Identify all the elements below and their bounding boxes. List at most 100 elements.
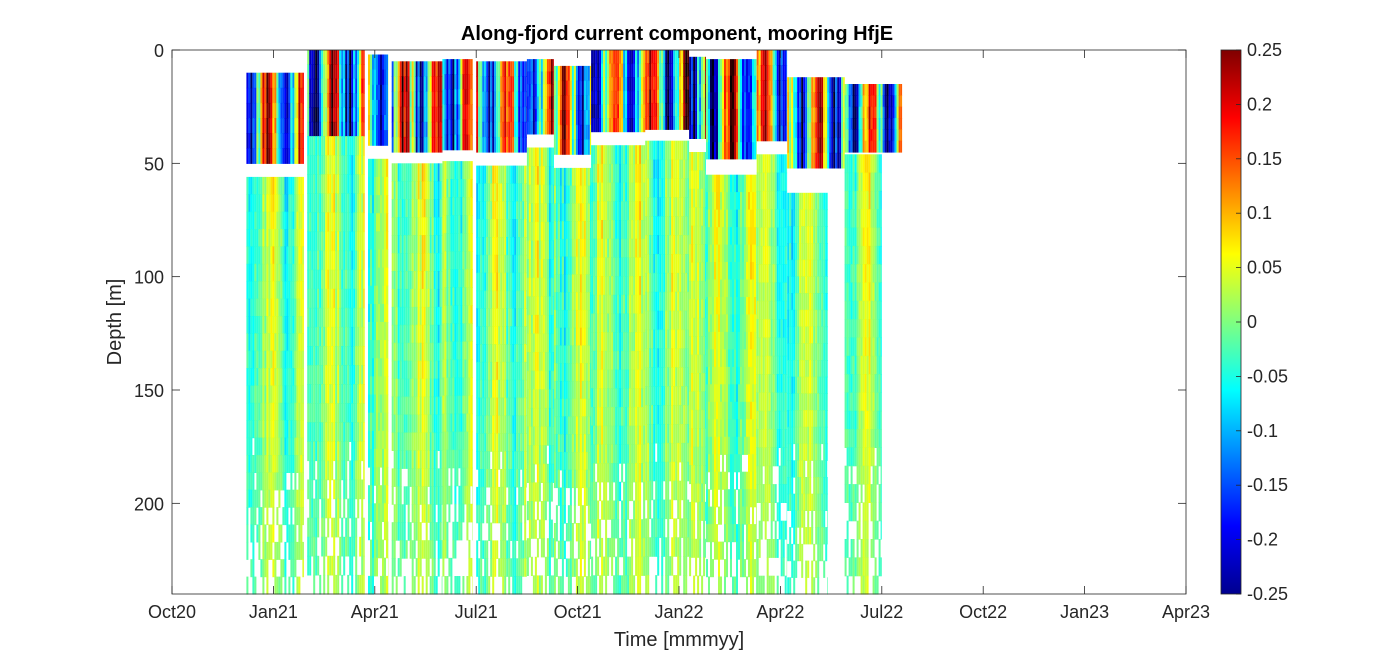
- data-cell: [504, 308, 507, 327]
- data-cell: [272, 455, 275, 473]
- data-cell: [470, 341, 473, 361]
- data-cell: [494, 326, 497, 345]
- data-cell: [351, 498, 354, 519]
- data-cell: [307, 365, 310, 385]
- data-cell: [526, 445, 529, 465]
- data-cell: [345, 78, 348, 94]
- data-cell: [544, 84, 547, 98]
- data-cell: [294, 316, 297, 334]
- data-cell: [286, 211, 289, 230]
- data-cell: [496, 201, 499, 220]
- data-cell: [258, 489, 261, 508]
- data-cell: [382, 539, 384, 559]
- data-cell: [478, 183, 481, 202]
- data-cell: [433, 378, 436, 398]
- data-cell: [581, 345, 584, 364]
- data-cell: [550, 370, 553, 390]
- data-cell: [262, 118, 265, 134]
- data-cell: [639, 63, 642, 78]
- data-cell: [442, 74, 445, 90]
- data-cell: [571, 65, 574, 82]
- data-cell: [309, 326, 312, 347]
- data-cell: [587, 221, 590, 240]
- data-cell: [290, 118, 293, 134]
- data-cell: [376, 195, 378, 214]
- data-cell: [561, 345, 564, 364]
- data-cell: [643, 118, 646, 133]
- data-cell: [500, 558, 503, 577]
- data-cell: [252, 507, 255, 526]
- data-cell: [415, 181, 418, 200]
- data-cell: [331, 422, 334, 442]
- data-cell: [370, 303, 372, 323]
- data-cell: [492, 272, 495, 292]
- data-cell: [357, 193, 360, 214]
- data-cell: [569, 221, 572, 240]
- data-cell: [548, 352, 551, 372]
- data-cell: [516, 415, 519, 434]
- data-cell: [591, 500, 594, 520]
- data-cell: [524, 237, 527, 256]
- data-cell: [415, 76, 418, 93]
- data-cell: [486, 469, 489, 488]
- data-cell: [300, 368, 303, 387]
- data-cell: [372, 376, 374, 396]
- data-cell: [417, 342, 420, 362]
- data-cell: [246, 281, 249, 300]
- data-cell: [359, 107, 362, 123]
- data-cell: [393, 414, 396, 434]
- data-cell: [423, 163, 426, 182]
- data-cell: [583, 221, 586, 240]
- data-cell: [452, 413, 455, 433]
- data-cell: [248, 263, 251, 282]
- data-cell: [270, 148, 273, 164]
- data-cell: [391, 163, 394, 182]
- data-cell: [313, 441, 316, 462]
- data-cell: [581, 452, 584, 471]
- data-cell: [363, 155, 365, 175]
- data-cell: [329, 307, 332, 328]
- data-cell: [313, 574, 316, 595]
- data-cell: [464, 377, 467, 397]
- data-cell: [508, 344, 511, 363]
- data-cell: [284, 489, 287, 508]
- data-cell: [607, 90, 610, 105]
- data-cell: [349, 64, 352, 80]
- data-cell: [405, 106, 408, 123]
- data-cell: [268, 72, 271, 89]
- data-cell: [286, 87, 289, 104]
- data-cell: [384, 485, 386, 504]
- data-cell: [441, 91, 443, 108]
- data-cell: [565, 221, 568, 240]
- data-cell: [452, 323, 455, 342]
- data-cell: [573, 124, 576, 141]
- data-cell: [508, 165, 511, 184]
- data-cell: [462, 431, 465, 451]
- data-cell: [347, 193, 350, 214]
- data-cell: [512, 201, 515, 220]
- data-cell: [331, 212, 334, 233]
- data-cell: [581, 416, 584, 435]
- data-cell: [361, 288, 364, 309]
- data-cell: [518, 504, 521, 524]
- data-cell: [395, 396, 398, 416]
- data-cell: [409, 181, 412, 200]
- data-cell: [423, 253, 426, 272]
- data-cell: [376, 322, 378, 341]
- data-cell: [313, 121, 316, 137]
- data-cell: [439, 76, 442, 93]
- data-cell: [380, 158, 382, 178]
- data-cell: [323, 136, 326, 156]
- data-cell: [538, 352, 541, 372]
- data-cell: [380, 130, 382, 146]
- data-cell: [393, 136, 396, 153]
- data-cell: [256, 420, 259, 439]
- data-cell: [399, 558, 402, 577]
- data-cell: [437, 91, 440, 108]
- data-cell: [274, 102, 277, 119]
- data-cell: [372, 557, 374, 577]
- data-cell: [319, 174, 322, 194]
- data-cell: [567, 256, 570, 275]
- data-cell: [286, 524, 289, 543]
- data-cell: [567, 380, 570, 400]
